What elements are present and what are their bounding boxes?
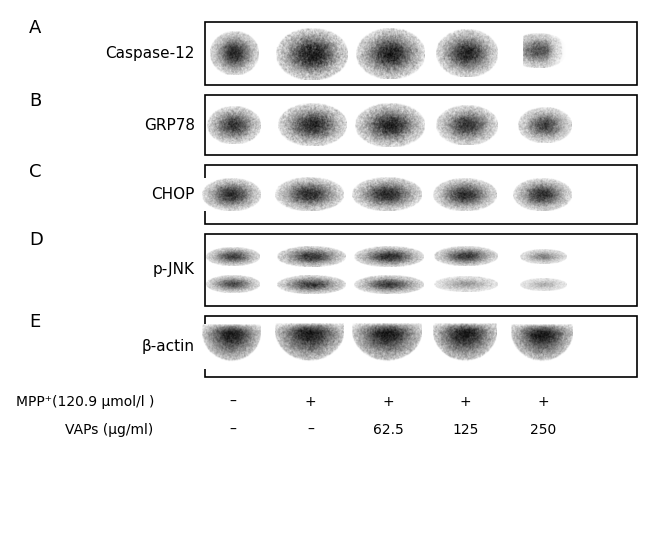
Text: E: E bbox=[29, 313, 40, 331]
Text: +: + bbox=[383, 395, 395, 409]
Bar bbox=[205, 95, 637, 155]
Text: B: B bbox=[29, 92, 42, 110]
Text: +: + bbox=[460, 395, 471, 409]
Text: p-JNK: p-JNK bbox=[153, 262, 195, 277]
Text: +: + bbox=[538, 395, 549, 409]
Text: 250: 250 bbox=[530, 423, 556, 437]
Text: C: C bbox=[29, 163, 42, 181]
Bar bbox=[205, 316, 637, 377]
Bar bbox=[205, 165, 637, 224]
Text: –: – bbox=[229, 423, 236, 437]
Text: β-actin: β-actin bbox=[142, 339, 195, 354]
Text: A: A bbox=[29, 19, 42, 37]
Text: –: – bbox=[229, 395, 236, 409]
Text: Caspase-12: Caspase-12 bbox=[105, 46, 195, 61]
Text: MPP⁺(120.9 μmol/l ): MPP⁺(120.9 μmol/l ) bbox=[16, 395, 155, 409]
Text: +: + bbox=[305, 395, 317, 409]
Bar bbox=[205, 22, 637, 85]
Bar bbox=[205, 234, 637, 306]
Text: GRP78: GRP78 bbox=[144, 117, 195, 133]
Text: 62.5: 62.5 bbox=[373, 423, 404, 437]
Text: D: D bbox=[29, 231, 43, 249]
Text: CHOP: CHOP bbox=[151, 187, 195, 202]
Text: –: – bbox=[307, 423, 314, 437]
Text: 125: 125 bbox=[452, 423, 478, 437]
Text: VAPs (μg/ml): VAPs (μg/ml) bbox=[65, 423, 153, 437]
